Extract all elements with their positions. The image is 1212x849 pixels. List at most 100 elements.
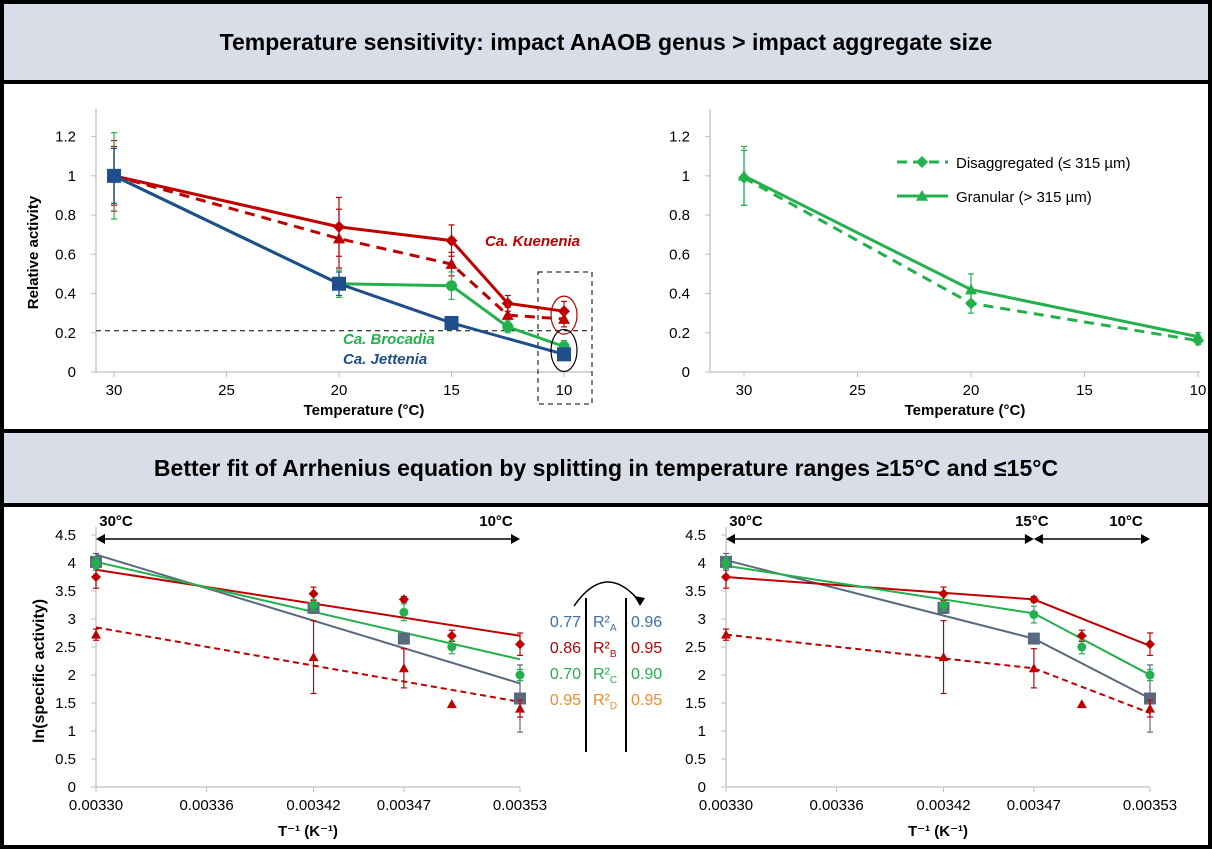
- genus-x-tick-label: 15: [443, 382, 460, 399]
- arrhenius-split-y-tick-label: 2: [698, 667, 706, 684]
- arrhenius-full-y-tick-label: 0: [68, 779, 76, 796]
- genus-y-tick-label: 0.6: [55, 246, 76, 263]
- arrhenius-full-point-B: [308, 588, 319, 599]
- r2-left-value: 0.77: [550, 614, 581, 631]
- arrhenius-split-point-D: [721, 629, 731, 639]
- r2-row-subscript: A: [610, 623, 617, 634]
- arrhenius-split-x-tick-label: 0.00330: [699, 797, 753, 814]
- arrhenius-split-point-B: [1145, 639, 1155, 650]
- genus-point-kuenenia_solid: [501, 297, 514, 310]
- size-x-tick-label: 25: [849, 382, 866, 399]
- arrhenius-split-x-tick-label: 0.00336: [809, 797, 863, 814]
- size-legend-label-0: Disaggregated (≤ 315 µm): [956, 155, 1130, 172]
- arrhenius-full-y-tick-label: 1.5: [55, 695, 76, 712]
- arrhenius-split-range-label-start: 30°C: [729, 513, 763, 530]
- arrhenius-split-x-tick-label: 0.00347: [1007, 797, 1061, 814]
- r2-left-value: 0.95: [550, 692, 581, 709]
- arrhenius-split-x-tick-label: 0.00342: [916, 797, 970, 814]
- bottom-banner-title: Better fit of Arrhenius equation by spli…: [4, 429, 1208, 507]
- genus-x-tick-label: 20: [331, 382, 348, 399]
- arrhenius-full-point-D: [398, 663, 409, 673]
- arrhenius-split-point-C: [721, 558, 731, 568]
- r2-row-subscript: D: [610, 701, 617, 712]
- genus-x-axis-label: Temperature (°C): [304, 402, 425, 419]
- size-legend-marker-0: [916, 156, 928, 168]
- arrhenius-full-y-tick-label: 1: [68, 723, 76, 740]
- arrhenius-split-y-tick-label: 4.5: [685, 527, 706, 544]
- arrhenius-split-point-D: [1076, 699, 1087, 709]
- r2-row-label: R²B: [593, 640, 617, 660]
- arrhenius-full-point-C: [447, 642, 457, 652]
- genus-y-axis-label: Relative activity: [25, 195, 42, 309]
- arrhenius-full-point-B: [446, 630, 457, 641]
- size-legend-marker-1: [916, 190, 928, 201]
- arrhenius-split-point-A: [1027, 632, 1040, 645]
- r2-row-label: R²D: [593, 692, 617, 712]
- r2-row-subscript: C: [610, 675, 617, 686]
- genus-point-kuenenia_dashed: [333, 232, 345, 244]
- genus-brocadia-jettenia-ellipse: [550, 328, 578, 373]
- size-point-1: [1192, 330, 1204, 342]
- arrhenius-full-y-tick-label: 2: [68, 667, 76, 684]
- arrhenius-split-point-C: [1029, 610, 1039, 620]
- genus-point-kuenenia_dashed: [445, 258, 458, 269]
- arrhenius-full-y-tick-label: 2.5: [55, 639, 76, 656]
- arrhenius-split-point-B: [938, 588, 949, 599]
- arrhenius-split-range-label-end: 10°C: [1109, 513, 1143, 530]
- arrhenius-split-point-B: [1076, 630, 1087, 641]
- genus-point-brocadia: [502, 321, 514, 333]
- arrhenius-split-y-tick-label: 1: [698, 723, 706, 740]
- genus-y-tick-label: 0: [68, 364, 76, 381]
- arrhenius-split-point-D: [938, 652, 949, 662]
- genus-series-line-jettenia: [113, 174, 565, 356]
- size-y-tick-label: 1.2: [669, 129, 690, 146]
- arrhenius-split-range-arrow-2-head-left: [1033, 534, 1043, 544]
- arrhenius-full-point-A: [397, 632, 410, 645]
- arrhenius-full-x-tick-label: 0.00330: [69, 797, 123, 814]
- r2-right-value: 0.95: [631, 640, 662, 657]
- genus-point-brocadia: [446, 280, 457, 292]
- size-y-tick-label: 0: [682, 364, 690, 381]
- genus-point-jettenia: [107, 168, 121, 183]
- arrhenius-split-point-D: [1028, 663, 1039, 673]
- genus-jettenia-label: Ca. Jettenia: [343, 351, 427, 368]
- genus-point-jettenia: [332, 276, 346, 291]
- genus-x-tick-label: 10: [556, 382, 573, 399]
- genus-y-tick-label: 0.2: [55, 325, 76, 342]
- r2-row-label: R²C: [593, 666, 617, 686]
- arrhenius-split-y-tick-label: 0.5: [685, 751, 706, 768]
- arrhenius-split-point-C: [939, 600, 949, 610]
- arrhenius-split-range-arrow-2-head-right: [1141, 534, 1150, 544]
- size-y-tick-label: 0.8: [669, 207, 690, 224]
- arrhenius-full-x-axis-label: T⁻¹ (K⁻¹): [278, 823, 338, 840]
- genus-point-kuenenia_dashed: [558, 313, 570, 324]
- arrhenius-split-point-D: [1145, 703, 1155, 713]
- arrhenius-full-fit-line-A: [95, 553, 521, 685]
- size-y-tick-label: 0.4: [669, 286, 690, 303]
- genus-point-jettenia: [444, 315, 459, 330]
- r2-row-subscript: B: [610, 649, 617, 660]
- arrhenius-split-y-tick-label: 2.5: [685, 639, 706, 656]
- arrhenius-full-x-tick-label: 0.00336: [179, 797, 233, 814]
- size-x-tick-label: 10: [1190, 382, 1207, 399]
- arrhenius-split-y-tick-label: 4: [698, 555, 706, 572]
- arrhenius-split-point-A: [1144, 692, 1156, 705]
- genus-y-tick-label: 0.8: [55, 207, 76, 224]
- size-y-tick-label: 1: [682, 168, 690, 185]
- arrhenius-full-point-C: [91, 558, 101, 568]
- arrhenius-full-x-tick-label: 0.00342: [286, 797, 340, 814]
- arrhenius-full-point-B: [91, 572, 101, 582]
- genus-kuenenia-label: Ca. Kuenenia: [485, 233, 580, 250]
- r2-curved-arrow-head: [634, 596, 645, 606]
- arrhenius-full-point-D: [91, 629, 101, 639]
- arrhenius-split-y-tick-label: 1.5: [685, 695, 706, 712]
- arrhenius-full-range-arrow-head-left: [96, 534, 105, 544]
- arrhenius-full-x-tick-label: 0.00347: [377, 797, 431, 814]
- size-point-1: [738, 169, 750, 181]
- arrhenius-full-fit-line-D: [95, 626, 521, 703]
- arrhenius-split-range-label-mid: 15°C: [1015, 513, 1049, 530]
- arrhenius-split-point-C: [1077, 642, 1087, 652]
- arrhenius-full-range-label-start: 30°C: [99, 513, 133, 530]
